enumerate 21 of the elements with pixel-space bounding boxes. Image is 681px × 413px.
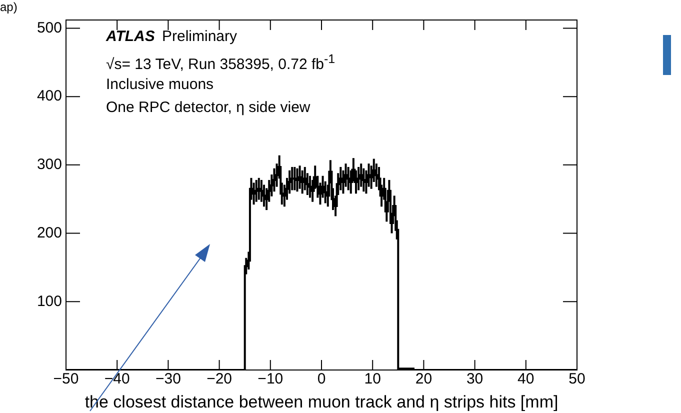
y-tick-label: 300 bbox=[36, 156, 62, 174]
y-tick-label: 500 bbox=[36, 19, 62, 36]
x-tick-label: −20 bbox=[206, 370, 232, 388]
x-tick-label: −30 bbox=[155, 370, 181, 388]
x-tick-label: −50 bbox=[53, 370, 79, 388]
x-tick-label: −10 bbox=[258, 370, 284, 388]
text: ap) bbox=[0, 0, 18, 14]
annotation: Inclusive muons bbox=[106, 76, 214, 93]
x-tick-label: 40 bbox=[518, 370, 534, 388]
x-tick-label: 30 bbox=[466, 370, 484, 388]
x-tick-label: 50 bbox=[568, 370, 586, 388]
annotation: ATLAS bbox=[106, 28, 155, 45]
x-tick-label: 10 bbox=[364, 370, 381, 388]
annotation: One RPC detector, η side view bbox=[106, 99, 310, 116]
y-tick-label: 200 bbox=[36, 224, 62, 242]
annotation: Preliminary bbox=[162, 28, 238, 45]
y-tick-label: 400 bbox=[36, 88, 62, 105]
annotation: √s= 13 TeV, Run 358395, 0.72 fb$^{-1}$ bbox=[106, 52, 336, 73]
x-tick-label: 20 bbox=[415, 370, 432, 388]
y-tick-label: 100 bbox=[36, 292, 62, 310]
x-tick-label: 0 bbox=[317, 370, 326, 388]
